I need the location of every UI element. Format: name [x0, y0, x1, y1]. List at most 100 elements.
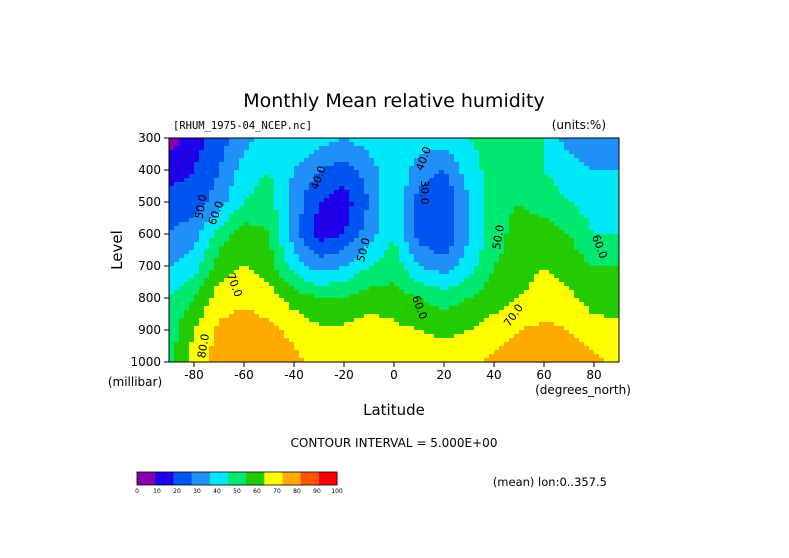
heatmap-cell [329, 318, 335, 323]
heatmap-cell [609, 306, 615, 311]
heatmap-cell [174, 250, 180, 255]
heatmap-cell [449, 278, 455, 283]
heatmap-cells [169, 138, 619, 362]
heatmap-cell [194, 350, 200, 355]
heatmap-cell [429, 226, 435, 231]
heatmap-cell [364, 178, 370, 183]
heatmap-cell [534, 230, 540, 235]
heatmap-cell [574, 206, 580, 211]
heatmap-cell [324, 338, 330, 343]
heatmap-cell [344, 186, 350, 191]
heatmap-cell [374, 342, 380, 347]
heatmap-cell [429, 350, 435, 355]
heatmap-cell [599, 242, 605, 247]
heatmap-cell [299, 342, 305, 347]
heatmap-cell [509, 166, 515, 171]
heatmap-cell [454, 174, 460, 179]
heatmap-cell [229, 346, 235, 351]
heatmap-cell [329, 350, 335, 355]
heatmap-cell [589, 230, 595, 235]
heatmap-cell [269, 298, 275, 303]
heatmap-cell [239, 150, 245, 155]
heatmap-cell [314, 182, 320, 187]
heatmap-cell [294, 150, 300, 155]
heatmap-cell [494, 178, 500, 183]
heatmap-cell [429, 162, 435, 167]
heatmap-cell [514, 142, 520, 147]
heatmap-cell [504, 282, 510, 287]
heatmap-cell [489, 202, 495, 207]
heatmap-cell [184, 266, 190, 271]
heatmap-cell [439, 158, 445, 163]
heatmap-cell [239, 346, 245, 351]
heatmap-cell [189, 266, 195, 271]
heatmap-cell [269, 318, 275, 323]
heatmap-cell [344, 350, 350, 355]
heatmap-cell [329, 322, 335, 327]
heatmap-cell [199, 166, 205, 171]
heatmap-cell [604, 258, 610, 263]
heatmap-cell [369, 142, 375, 147]
heatmap-cell [279, 306, 285, 311]
heatmap-cell [474, 186, 480, 191]
heatmap-cell [459, 278, 465, 283]
heatmap-cell [374, 266, 380, 271]
heatmap-cell [594, 338, 600, 343]
heatmap-cell [569, 138, 575, 143]
heatmap-cell [484, 326, 490, 331]
heatmap-cell [244, 254, 250, 259]
heatmap-cell [359, 346, 365, 351]
heatmap-cell [379, 138, 385, 143]
heatmap-cell [474, 306, 480, 311]
heatmap-cell [434, 222, 440, 227]
heatmap-cell [419, 242, 425, 247]
heatmap-cell [599, 250, 605, 255]
heatmap-cell [414, 158, 420, 163]
heatmap-cell [189, 150, 195, 155]
heatmap-cell [454, 314, 460, 319]
heatmap-cell [554, 274, 560, 279]
heatmap-cell [219, 318, 225, 323]
heatmap-cell [264, 302, 270, 307]
heatmap-cell [574, 250, 580, 255]
heatmap-cell [459, 342, 465, 347]
heatmap-cell [239, 198, 245, 203]
heatmap-cell [609, 202, 615, 207]
heatmap-cell [559, 178, 565, 183]
heatmap-cell [279, 230, 285, 235]
heatmap-cell [204, 298, 210, 303]
heatmap-cell [289, 182, 295, 187]
heatmap-cell [169, 142, 175, 147]
heatmap-cell [569, 278, 575, 283]
heatmap-cell [189, 354, 195, 359]
heatmap-cell [599, 214, 605, 219]
heatmap-cell [414, 258, 420, 263]
heatmap-cell [439, 350, 445, 355]
heatmap-cell [209, 286, 215, 291]
heatmap-cell [344, 338, 350, 343]
heatmap-cell [259, 138, 265, 143]
heatmap-cell [474, 206, 480, 211]
heatmap-cell [359, 246, 365, 251]
heatmap-cell [289, 262, 295, 267]
heatmap-cell [359, 258, 365, 263]
heatmap-cell [169, 178, 175, 183]
heatmap-cell [494, 194, 500, 199]
heatmap-cell [544, 278, 550, 283]
heatmap-cell [374, 234, 380, 239]
heatmap-cell [354, 258, 360, 263]
heatmap-cell [199, 138, 205, 143]
heatmap-cell [604, 310, 610, 315]
heatmap-cell [234, 226, 240, 231]
heatmap-cell [509, 342, 515, 347]
heatmap-cell [394, 222, 400, 227]
heatmap-cell [409, 174, 415, 179]
heatmap-cell [274, 202, 280, 207]
heatmap-cell [414, 266, 420, 271]
heatmap-cell [529, 306, 535, 311]
heatmap-cell [224, 254, 230, 259]
heatmap-cell [564, 262, 570, 267]
heatmap-cell [349, 202, 355, 207]
heatmap-cell [544, 274, 550, 279]
heatmap-cell [234, 358, 240, 362]
